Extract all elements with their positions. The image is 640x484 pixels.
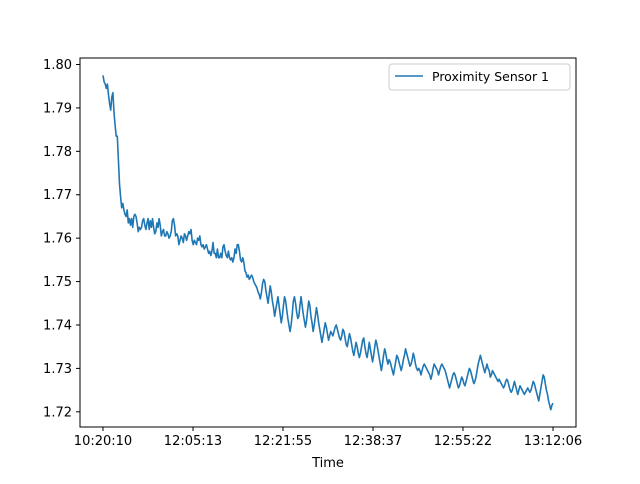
legend: Proximity Sensor 1	[388, 63, 571, 91]
x-tick-label: 12:38:37	[344, 434, 402, 449]
legend-box	[388, 63, 571, 91]
y-tick-label: 1.76	[43, 232, 72, 247]
series-layer	[102, 75, 554, 411]
y-tick-label: 1.75	[43, 275, 72, 290]
x-tick-label: 10:20:10	[74, 434, 132, 449]
y-tick-label: 1.72	[43, 405, 72, 420]
y-tick-label: 1.74	[43, 318, 72, 333]
x-tick-label: 12:21:55	[254, 434, 312, 449]
legend-label: Proximity Sensor 1	[432, 69, 549, 84]
x-tick-label: 12:05:13	[164, 434, 222, 449]
y-tick-label: 1.73	[43, 362, 72, 377]
y-tick-label: 1.78	[43, 145, 72, 160]
x-tick-label: 12:55:22	[434, 434, 492, 449]
y-axis: 1.72 1.73 1.74 1.75 1.76 1.77 1.78 1.79 1.80	[43, 58, 80, 420]
y-tick-label: 1.77	[43, 188, 72, 203]
x-axis: 10:20:10 12:05:13 12:21:55 12:38:37 12:55:22…	[74, 427, 582, 449]
y-tick-label: 1.80	[43, 58, 72, 73]
plot-area-frame	[79, 57, 577, 428]
x-tick-label: 13:12:06	[524, 434, 582, 449]
series-line	[102, 75, 554, 411]
x-axis-title: Time	[311, 456, 344, 471]
y-tick-label: 1.79	[43, 101, 72, 116]
